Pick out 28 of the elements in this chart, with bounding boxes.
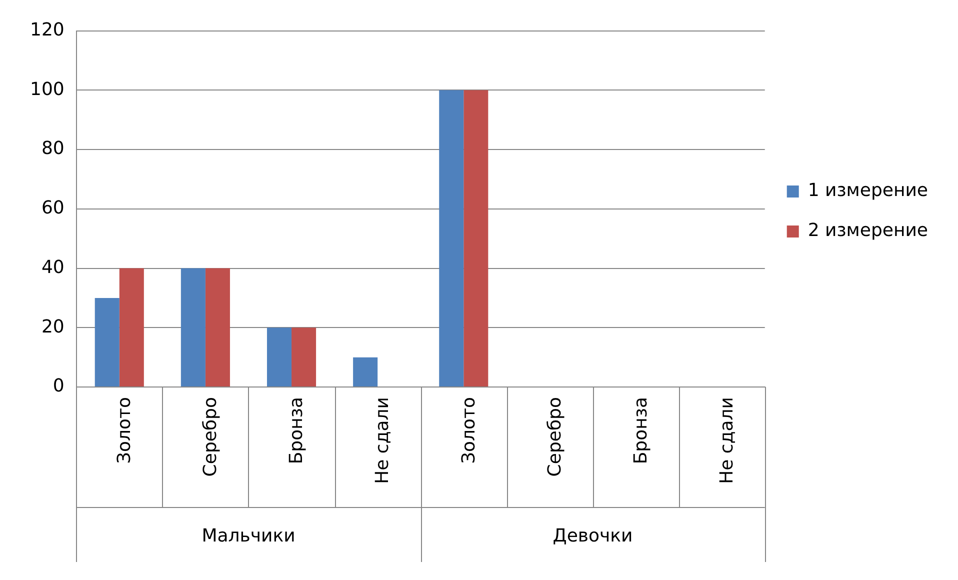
x-tick-label: Золото xyxy=(114,397,136,464)
bar xyxy=(180,268,206,386)
bar xyxy=(439,90,464,386)
y-tick-label: 20 xyxy=(41,316,64,338)
y-tick-label: 120 xyxy=(30,19,64,40)
y-tick-label: 80 xyxy=(41,138,64,160)
x-tick-label: Бронза xyxy=(630,397,652,464)
x-tick-label: Не сдали xyxy=(372,397,394,484)
text: Мальчики xyxy=(202,526,296,547)
y-tick-label: 40 xyxy=(41,256,64,278)
y-tick-label: 0 xyxy=(52,376,64,397)
bar xyxy=(119,268,144,386)
text: Девочки xyxy=(552,526,633,547)
y-tick-label: 60 xyxy=(41,198,64,219)
x-tick-label: Бронза xyxy=(286,397,308,464)
x-tick-label: Серебро xyxy=(200,397,222,477)
bar xyxy=(266,328,292,386)
x-tick-label: Не сдали xyxy=(716,397,738,484)
bar xyxy=(353,357,378,386)
x-tick-label: Золото xyxy=(458,397,480,464)
legend-label: 1 измерение xyxy=(808,180,928,202)
bar xyxy=(292,328,316,386)
x-tick-label: Серебро xyxy=(544,397,566,477)
bar xyxy=(205,268,230,386)
bar xyxy=(464,90,488,386)
y-tick-label: 100 xyxy=(30,78,64,100)
legend-label: 2 измерение xyxy=(808,220,928,242)
bar xyxy=(94,298,120,386)
